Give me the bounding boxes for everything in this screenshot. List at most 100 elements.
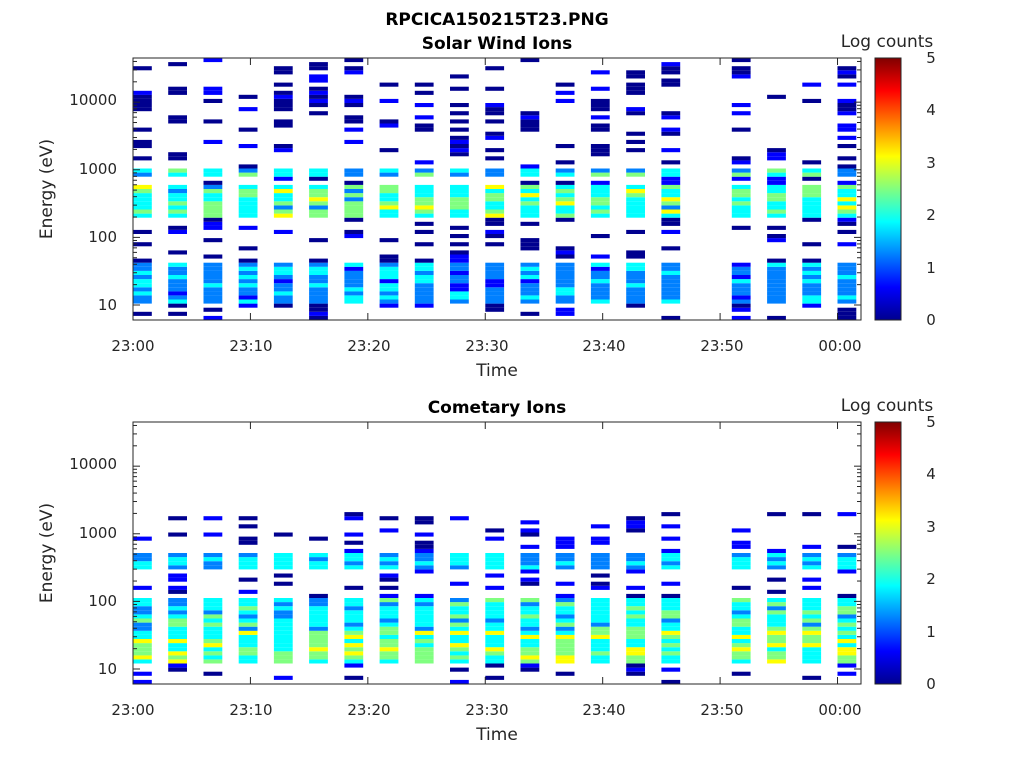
heatmap-cell xyxy=(309,266,328,271)
heatmap-cell xyxy=(273,295,293,300)
heatmap-cell xyxy=(450,634,469,639)
heatmap-cell xyxy=(379,585,399,590)
heatmap-cell xyxy=(837,598,857,603)
heatmap-cell xyxy=(555,180,575,185)
heatmap-cell xyxy=(273,279,293,284)
heatmap-cell xyxy=(203,651,223,656)
heatmap-cell xyxy=(731,103,751,108)
heatmap-cell xyxy=(168,168,187,173)
heatmap-cell xyxy=(661,115,681,120)
heatmap-cell xyxy=(767,565,786,570)
heatmap-cell xyxy=(661,679,681,684)
heatmap-cell xyxy=(837,172,857,177)
heatmap-cell xyxy=(133,103,152,108)
heatmap-cell xyxy=(168,156,187,161)
heatmap-cell xyxy=(344,548,364,553)
heatmap-cell xyxy=(485,168,505,173)
heatmap-cell xyxy=(837,557,857,562)
heatmap-cell xyxy=(450,275,469,280)
heatmap-cell xyxy=(555,540,575,545)
heatmap-cell xyxy=(520,655,540,660)
heatmap-cell xyxy=(414,540,434,545)
heatmap-cell xyxy=(837,275,857,280)
heatmap-cell xyxy=(731,70,751,75)
heatmap-cell xyxy=(731,205,751,210)
heatmap-cell xyxy=(837,663,857,668)
heatmap-cell xyxy=(309,270,328,275)
heatmap-cell xyxy=(837,82,857,87)
heatmap-cell xyxy=(626,287,645,292)
heatmap-cell xyxy=(168,610,187,615)
heatmap-cell xyxy=(661,630,681,635)
heatmap-cell xyxy=(450,262,469,267)
heatmap-cell xyxy=(590,266,610,271)
heatmap-cell xyxy=(450,209,469,214)
heatmap-cell xyxy=(238,634,258,639)
heatmap-cell xyxy=(837,107,857,112)
axis-ticks xyxy=(132,422,861,684)
heatmap-cell xyxy=(485,614,505,619)
heatmap-cell xyxy=(837,180,857,185)
heatmap-cell xyxy=(168,659,187,664)
heatmap-cell xyxy=(590,291,610,296)
heatmap-cell xyxy=(731,651,751,656)
heatmap-cell xyxy=(168,585,187,590)
heatmap-cell xyxy=(309,184,328,189)
y-tick-label: 1000 xyxy=(79,524,117,542)
heatmap-cell xyxy=(344,630,364,635)
heatmap-cell xyxy=(450,86,469,91)
heatmap-cell xyxy=(555,311,575,316)
heatmap-cell xyxy=(133,94,152,99)
heatmap-cell xyxy=(590,283,610,288)
heatmap-cell xyxy=(203,279,223,284)
heatmap-cell xyxy=(767,287,786,292)
heatmap-cell xyxy=(414,205,434,210)
panel-title: Solar Wind Ions xyxy=(422,34,573,54)
heatmap-cell xyxy=(626,622,645,627)
heatmap-cell xyxy=(379,655,399,660)
heatmap-cell xyxy=(555,168,575,173)
heatmap-cell xyxy=(661,651,681,656)
heatmap-cell xyxy=(555,598,575,603)
heatmap-cell xyxy=(379,201,399,206)
heatmap-cell xyxy=(133,172,152,177)
heatmap-cell xyxy=(520,205,540,210)
heatmap-cell xyxy=(168,647,187,652)
heatmap-cell xyxy=(379,168,399,173)
heatmap-cell xyxy=(450,659,469,664)
heatmap-cell xyxy=(731,58,751,63)
heatmap-cell xyxy=(555,209,575,214)
heatmap-cell xyxy=(485,148,505,153)
heatmap-cell xyxy=(555,250,575,255)
heatmap-cell xyxy=(309,209,328,214)
heatmap-cell xyxy=(767,639,786,644)
heatmap-cell xyxy=(731,634,751,639)
heatmap-cell xyxy=(273,90,293,95)
heatmap-cell xyxy=(661,618,681,623)
heatmap-cell xyxy=(344,180,364,185)
heatmap-cell xyxy=(731,602,751,607)
heatmap-cell xyxy=(450,266,469,271)
heatmap-cell xyxy=(767,189,786,194)
heatmap-cell xyxy=(661,581,681,586)
heatmap-cell xyxy=(238,602,258,607)
heatmap-cell xyxy=(661,229,681,234)
heatmap-cell xyxy=(837,221,857,226)
heatmap-cell xyxy=(273,168,293,173)
heatmap-cell xyxy=(767,234,786,239)
heatmap-cell xyxy=(626,634,645,639)
heatmap-cell xyxy=(273,643,293,648)
heatmap-cell xyxy=(520,643,540,648)
heatmap-cell xyxy=(309,111,328,116)
heatmap-cell xyxy=(168,622,187,627)
x-tick-label: 23:00 xyxy=(111,701,154,719)
heatmap-cell xyxy=(414,168,434,173)
heatmap-cell xyxy=(133,168,152,173)
heatmap-cell xyxy=(414,115,434,120)
heatmap-cell xyxy=(133,565,152,570)
heatmap-cell xyxy=(238,262,258,267)
heatmap-cell xyxy=(555,557,575,562)
heatmap-cell xyxy=(414,209,434,214)
heatmap-cell xyxy=(520,58,540,63)
heatmap-cell xyxy=(133,184,152,189)
